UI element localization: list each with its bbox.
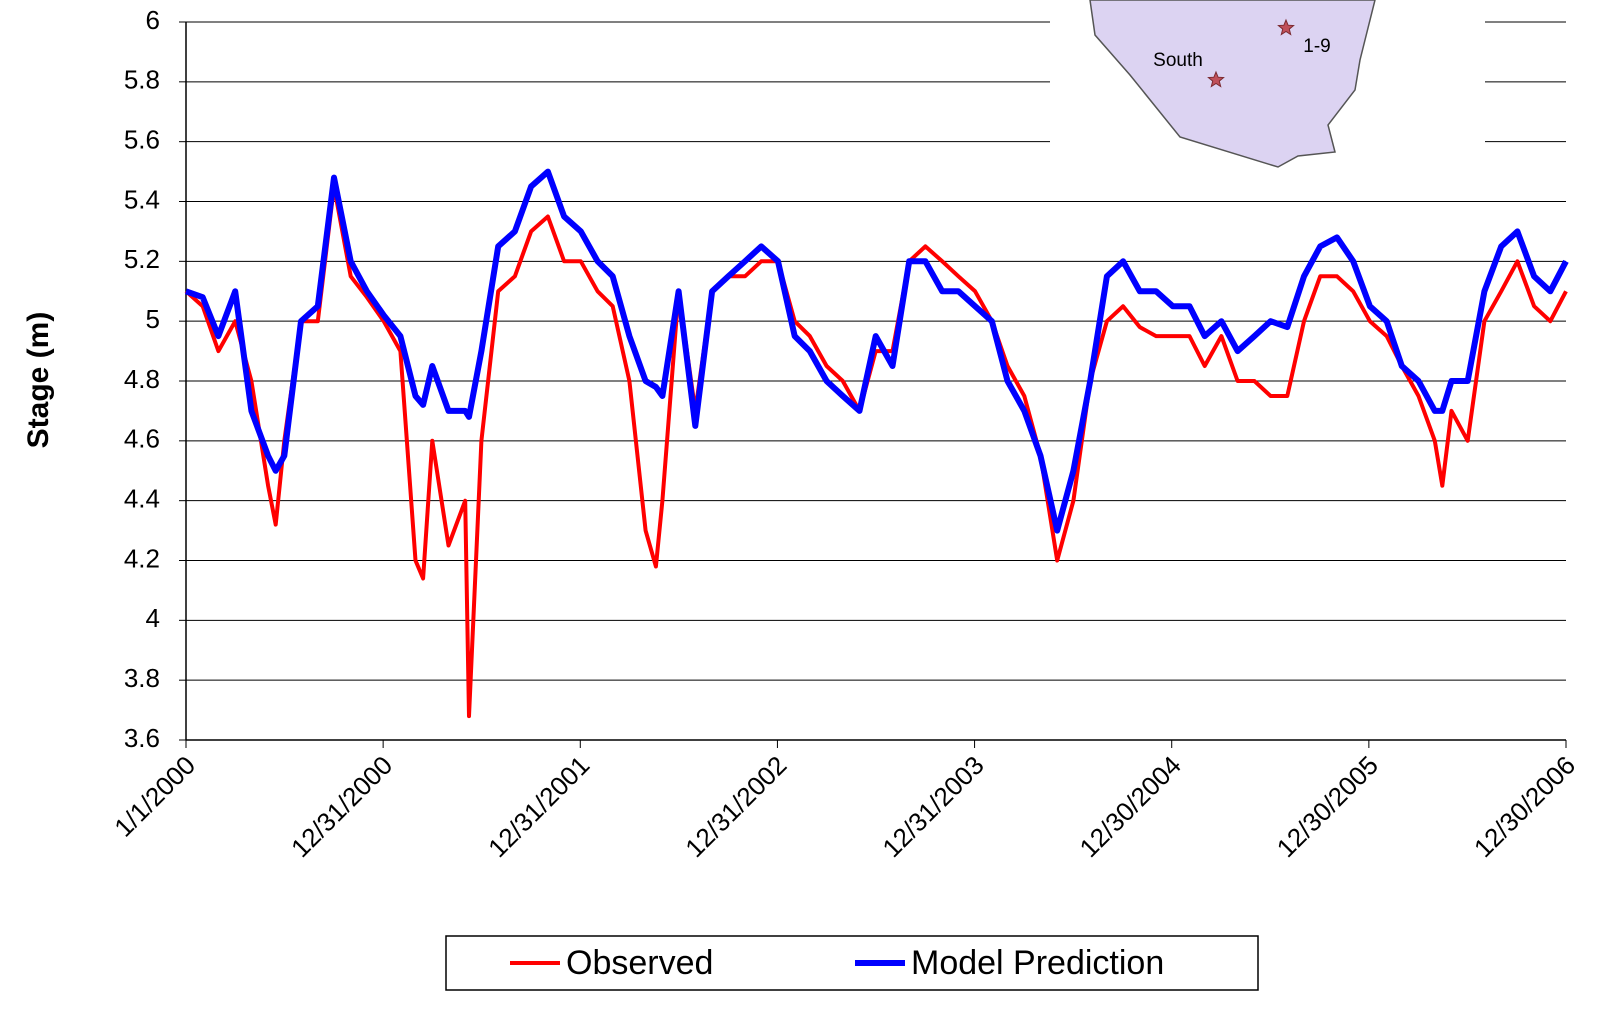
x-tick-label: 12/31/2002	[679, 750, 792, 863]
series-line	[184, 184, 1568, 719]
x-tick-label: 1/1/2000	[108, 750, 201, 843]
y-tick-label: 4	[146, 603, 160, 633]
x-tick-label: 12/31/2000	[285, 750, 398, 863]
x-tick-label: 12/31/2001	[482, 750, 595, 863]
y-tick-label: 4.6	[124, 424, 160, 454]
y-tick-label: 4.4	[124, 484, 160, 514]
map-region	[1089, 0, 1376, 168]
x-tick-label: 12/30/2006	[1468, 750, 1581, 863]
legend-box	[445, 935, 1259, 991]
x-tick-label: 12/30/2004	[1074, 750, 1187, 863]
y-tick-label: 4.8	[124, 364, 160, 394]
legend-label: Observed	[566, 944, 713, 982]
y-tick-label: 3.6	[124, 723, 160, 753]
map-label: South	[1153, 50, 1203, 71]
x-tick-label: 12/31/2003	[876, 750, 989, 863]
map-label: 1-9	[1303, 36, 1330, 57]
y-axis-label: Stage (m)	[22, 312, 55, 449]
y-tick-label: 5.4	[124, 184, 160, 214]
y-tick-label: 6	[146, 5, 160, 35]
y-tick-label: 4.2	[124, 543, 160, 573]
y-tick-label: 5.8	[124, 65, 160, 95]
legend-label: Model Prediction	[911, 944, 1164, 982]
series-line	[185, 168, 1569, 534]
y-tick-label: 3.8	[124, 663, 160, 693]
x-tick-label: 12/30/2005	[1271, 750, 1384, 863]
y-tick-label: 5.2	[124, 244, 160, 274]
map-station	[1207, 70, 1225, 88]
inset-map: South 1-9	[1050, 0, 1485, 172]
y-tick-label: 5.6	[124, 125, 160, 155]
map-station	[1277, 18, 1295, 36]
y-tick-label: 5	[146, 304, 160, 334]
